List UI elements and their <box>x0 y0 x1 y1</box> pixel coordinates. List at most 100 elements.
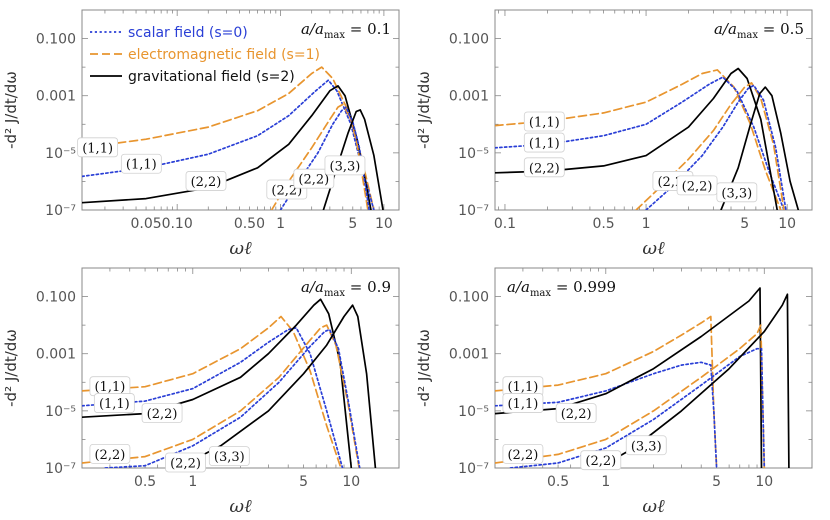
series-line <box>720 86 800 210</box>
curve-label: (1,1) <box>502 393 544 413</box>
y-axis-label: -d² J/dt/dω <box>415 71 433 149</box>
curve-label-box <box>165 452 206 473</box>
y-tick-label: 10⁻⁵ <box>458 404 489 420</box>
x-tick-label: 0.5 <box>592 216 614 232</box>
curve-label-text: (1,1) <box>99 397 130 412</box>
y-tick-label: 10⁻⁵ <box>45 146 76 162</box>
x-axis-label: ωℓ <box>229 496 252 517</box>
x-tick-label: 1 <box>601 474 610 490</box>
curve-label: (1,1) <box>502 376 544 397</box>
x-tick-label: 0.05 <box>130 216 161 232</box>
x-axis-label: ωℓ <box>642 496 665 517</box>
curve-label: (3,3) <box>208 446 250 467</box>
curve-label-box <box>625 435 667 456</box>
curve-label: (2,2) <box>676 175 718 196</box>
y-tick-label: 0.001 <box>449 347 489 363</box>
plot-frame <box>494 9 813 211</box>
curve-label-text: (1,1) <box>529 116 560 131</box>
curve-label-text: (3,3) <box>214 450 245 465</box>
y-tick-label: 10⁻⁷ <box>458 461 489 477</box>
curve-label-box <box>502 393 544 413</box>
curve-label-text: (3,3) <box>721 186 752 201</box>
curve-label-box <box>523 132 565 153</box>
chart-panel-top-left: 0.05 0.10 0.50 1 5 10 10⁻⁷ 10⁻⁵ 0.001 0.100 ωℓ -d² … <box>2 9 400 259</box>
y-tick-label: 10⁻⁵ <box>45 404 76 420</box>
y-tick-label: 0.100 <box>36 290 76 306</box>
x-tick-label: 5 <box>299 474 308 490</box>
x-tick-label: 1 <box>276 216 285 232</box>
curve-label-text: (2,2) <box>682 179 713 194</box>
curve-label-box <box>185 171 227 191</box>
x-axis-label: ωℓ <box>229 238 252 259</box>
curve-label-text: (2,2) <box>507 448 538 463</box>
curve-label-box <box>523 111 565 132</box>
curve-label-box <box>208 446 250 467</box>
curve-label-text: (1,1) <box>529 137 560 152</box>
x-tick-label: 0.10 <box>162 216 193 232</box>
curve-label: (1,1) <box>93 393 135 413</box>
x-axis-label: ωℓ <box>642 238 665 259</box>
curve-label: (1,1) <box>89 376 131 397</box>
curve-label: (3,3) <box>716 182 758 203</box>
series-line <box>270 103 369 210</box>
y-tick-label: 10⁻⁷ <box>45 461 76 477</box>
panel-annotation: a/amax = 0.1 <box>301 20 391 41</box>
curve-label-text: (2,2) <box>147 407 178 422</box>
y-tick-label: 10⁻⁵ <box>458 146 489 162</box>
curve-label: (2,2) <box>523 157 565 178</box>
curve-label: (3,3) <box>324 155 366 176</box>
plot-frame <box>81 9 400 211</box>
series-line <box>82 315 342 468</box>
x-tick-label: 5 <box>740 216 749 232</box>
series-line <box>104 328 361 468</box>
curve-label-box <box>141 403 183 424</box>
x-tick-label: 5 <box>712 474 721 490</box>
panel-annotation: a/amax = 0.5 <box>714 20 804 41</box>
y-tick-label: 10⁻⁷ <box>458 203 489 219</box>
panel-annotation: a/amax = 0.9 <box>301 278 391 299</box>
curve-label-box <box>716 182 758 203</box>
legend-label: scalar field (s=0) <box>128 25 248 41</box>
y-tick-label: 0.001 <box>36 89 76 105</box>
y-tick-label: 0.100 <box>449 32 489 48</box>
chart-panel-top-right: 0.1 0.5 1 5 10 10⁻⁷ 10⁻⁵ 0.001 0.100 ωℓ -d² J/dt/d… <box>415 9 813 259</box>
series-line <box>82 327 344 468</box>
x-tick-label: 1 <box>188 474 197 490</box>
curve-label: (2,2) <box>580 450 622 471</box>
curve-label: (2,2) <box>141 403 183 424</box>
y-tick-label: 0.100 <box>36 32 76 48</box>
curve-label: (1,1) <box>523 132 565 153</box>
curve-label-text: (3,3) <box>330 159 361 174</box>
x-tick-label: 10 <box>755 474 773 490</box>
legend: scalar field (s=0) electromagnetic field … <box>90 25 320 85</box>
x-tick-label: 0.5 <box>547 474 569 490</box>
y-axis-label: -d² J/dt/dω <box>415 329 433 407</box>
plot-frame <box>81 267 400 469</box>
curve-label: (1,1) <box>120 153 162 174</box>
series-line <box>176 304 377 468</box>
curve-label-text: (1,1) <box>126 158 157 173</box>
chart-panel-bottom-left: 0.5 1 5 10 10⁻⁷ 10⁻⁵ 0.001 0.100 ωℓ -d² J/dt/dω (1… <box>2 267 400 517</box>
x-tick-label: 0.50 <box>234 216 265 232</box>
curve-label-box <box>324 155 366 176</box>
x-tick-label: 10 <box>778 216 796 232</box>
curve-label: (2,2) <box>165 452 206 473</box>
curve-label-box <box>523 157 565 178</box>
curve-label-text: (1,1) <box>507 397 538 412</box>
curve-label-box <box>89 443 131 464</box>
chart-panel-bottom-right: 0.5 1 5 10 10⁻⁷ 10⁻⁵ 0.001 0.100 ωℓ -d² J/dt/dω (1… <box>415 267 813 517</box>
curve-label: (2,2) <box>502 443 544 464</box>
curve-label-box <box>580 450 622 471</box>
curve-label-text: (2,2) <box>529 161 560 176</box>
curve-label: (3,3) <box>625 435 667 456</box>
x-tick-label: 10 <box>342 474 360 490</box>
series-line <box>82 79 375 210</box>
series-line <box>82 324 360 468</box>
curve-label-text: (1,1) <box>94 380 125 395</box>
curve-label-text: (1,1) <box>82 141 113 156</box>
series-line <box>495 69 782 210</box>
curve-label-text: (2,2) <box>170 456 201 471</box>
curve-label-text: (2,2) <box>94 448 125 463</box>
curve-label-box <box>555 403 597 424</box>
